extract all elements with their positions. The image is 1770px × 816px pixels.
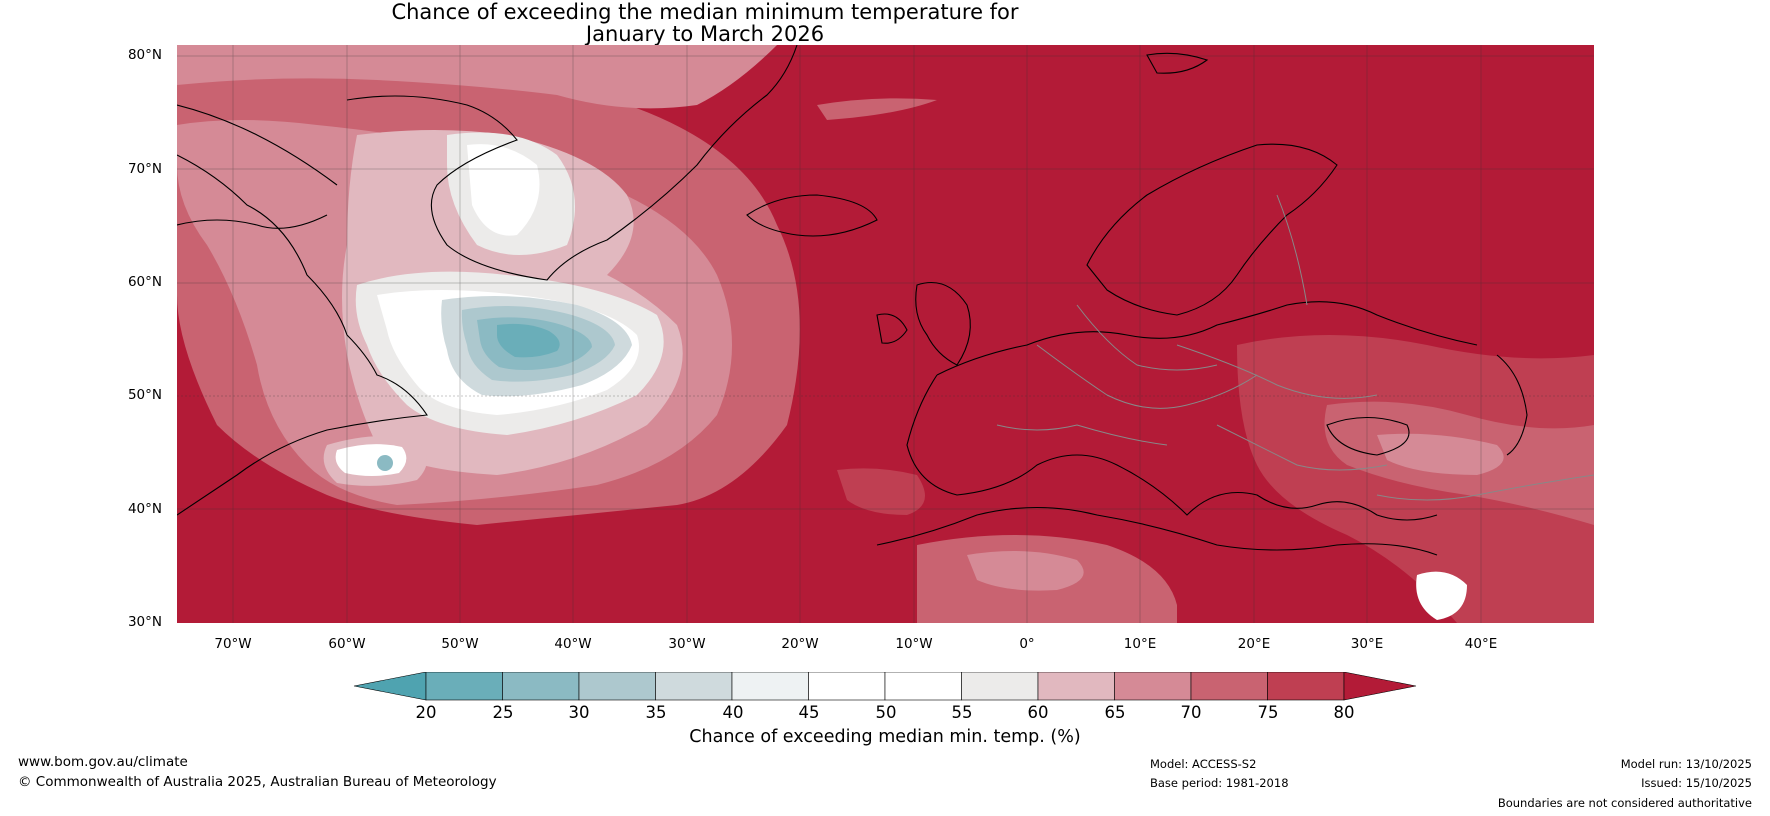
lon-label: 0° [1019, 636, 1035, 652]
lon-label: 30°E [1350, 636, 1384, 652]
colorbar-segment [1190, 672, 1268, 701]
lat-label: 60°N [127, 274, 162, 290]
colorbar-tick: 30 [568, 703, 590, 722]
colorbar-segment [731, 672, 809, 701]
lat-label: 50°N [127, 387, 162, 403]
colorbar-segment [1114, 672, 1192, 701]
colorbar-tick: 25 [492, 703, 514, 722]
lon-label: 60°W [328, 636, 366, 652]
colorbar-tick: 45 [798, 703, 820, 722]
country-borders [996, 194, 1594, 501]
lon-label: 70°W [214, 636, 252, 652]
colorbar-segment [884, 672, 962, 701]
colorbar-tick: 75 [1257, 703, 1279, 722]
colorbar-tick: 20 [415, 703, 437, 722]
colorbar-segment [1267, 672, 1345, 701]
colorbar-segment [1037, 672, 1115, 701]
model-text: Model: ACCESS-S2 [1150, 757, 1257, 771]
colorbar-segment [502, 672, 580, 701]
forecast-map [177, 45, 1594, 623]
colorbar-tick: 40 [722, 703, 744, 722]
lon-label: 20°E [1237, 636, 1271, 652]
lon-label: 20°W [781, 636, 819, 652]
lon-label: 50°W [441, 636, 479, 652]
lon-label: 10°E [1123, 636, 1157, 652]
model-run-text: Model run: 13/10/2025 [1620, 757, 1752, 771]
graticule [177, 45, 1594, 623]
disclaimer-text: Boundaries are not considered authoritat… [1497, 796, 1752, 810]
website-link[interactable]: www.bom.gov.au/climate [18, 754, 188, 770]
lon-label: 30°W [668, 636, 706, 652]
map-title-line2: January to March 2026 [585, 22, 825, 46]
colorbar-tick: 65 [1104, 703, 1126, 722]
colorbar-label: Chance of exceeding median min. temp. (%… [689, 727, 1081, 747]
colorbar-tick: 80 [1333, 703, 1355, 722]
map-title-line1: Chance of exceeding the median minimum t… [391, 0, 1019, 24]
lat-label: 40°N [127, 501, 162, 517]
colorbar-tick: 60 [1027, 703, 1049, 722]
map-layer [177, 45, 1594, 623]
colorbar-segment [961, 672, 1039, 701]
colorbar-min-arrow [353, 672, 427, 701]
lat-label: 30°N [127, 614, 162, 630]
colorbar-tick: 50 [875, 703, 897, 722]
copyright-text: © Commonwealth of Australia 2025, Austra… [18, 774, 497, 790]
base-period-text: Base period: 1981-2018 [1150, 776, 1289, 790]
coastlines [177, 45, 1528, 556]
issued-text: Issued: 15/10/2025 [1641, 776, 1752, 790]
colorbar-segment [578, 672, 656, 701]
lat-label: 80°N [127, 47, 162, 63]
probability-shading [177, 45, 1594, 623]
colorbar-tick: 35 [645, 703, 667, 722]
lon-label: 10°W [895, 636, 933, 652]
colorbar-segment [808, 672, 886, 701]
colorbar-tick: 70 [1180, 703, 1202, 722]
lon-label: 40°W [554, 636, 592, 652]
lon-label: 40°E [1464, 636, 1498, 652]
colorbar-segment [655, 672, 733, 701]
colorbar-tick: 55 [951, 703, 973, 722]
colorbar-max-arrow [1343, 672, 1417, 701]
lat-label: 70°N [127, 161, 162, 177]
colorbar-segment [425, 672, 503, 701]
colorbar [353, 672, 1417, 701]
